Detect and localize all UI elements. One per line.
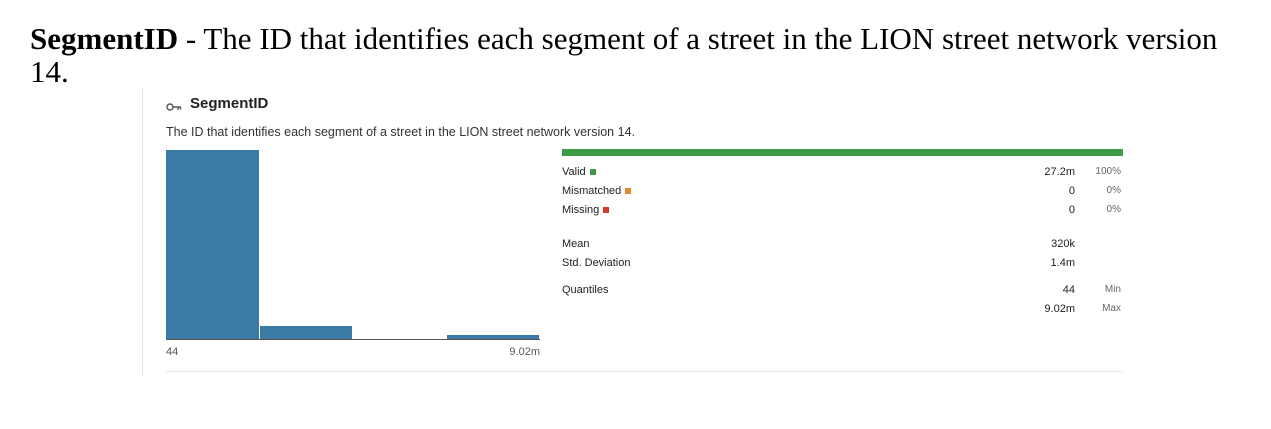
card-left-border [142, 88, 143, 376]
valid-proportion-bar [562, 149, 1123, 156]
quality-count: 0 [1068, 185, 1075, 197]
quality-swatch [625, 188, 632, 194]
quality-swatch [589, 169, 596, 175]
quality-percent: 0% [1106, 185, 1121, 196]
std-row: Std. Deviation 1.4m [562, 257, 1123, 271]
histogram-max-label: 9.02m [509, 346, 540, 358]
quantiles-label: Quantiles [562, 284, 609, 296]
std-label: Std. Deviation [562, 257, 631, 269]
distribution-histogram [166, 150, 540, 340]
quantile-min-label: Min [1104, 284, 1121, 295]
quality-swatch [603, 207, 610, 213]
column-header: SegmentID [166, 95, 268, 112]
mean-label: Mean [562, 238, 590, 250]
quality-label-text: Valid [562, 166, 586, 178]
mean-row: Mean 320k [562, 238, 1123, 252]
quantile-max-value: 9.02m [1044, 303, 1075, 315]
histogram-bar [259, 326, 352, 339]
quality-row-mismatched: Mismatched 0 0% [562, 185, 1123, 199]
quality-percent: 100% [1095, 166, 1121, 177]
quantile-min-row: Quantiles 44 Min [562, 284, 1123, 298]
histogram-axis [166, 339, 540, 340]
quantile-max-row: 9.02m Max [562, 303, 1123, 317]
quality-count: 27.2m [1044, 166, 1075, 178]
quantile-min-value: 44 [1062, 284, 1075, 296]
quality-row-valid: Valid 27.2m 100% [562, 166, 1123, 180]
quality-label: Valid [562, 166, 596, 178]
quantile-max-label: Max [1102, 303, 1121, 314]
quality-label: Mismatched [562, 185, 632, 197]
histogram-bar [166, 150, 259, 339]
heading-term: SegmentID [30, 21, 179, 56]
key-icon [166, 99, 182, 111]
heading-definition: - The ID that identifies each segment of… [30, 21, 1218, 89]
quality-count: 0 [1068, 204, 1075, 216]
column-description: The ID that identifies each segment of a… [166, 125, 635, 139]
std-value: 1.4m [1050, 257, 1075, 269]
quality-label-text: Mismatched [562, 185, 622, 197]
column-name: SegmentID [190, 95, 269, 112]
document-heading: SegmentID - The ID that identifies each … [30, 22, 1255, 88]
histogram-bar [446, 335, 539, 339]
histogram-min-label: 44 [166, 346, 179, 358]
quality-label: Missing [562, 204, 610, 216]
card-bottom-divider [166, 371, 1123, 372]
quality-label-text: Missing [562, 204, 600, 216]
quality-row-missing: Missing 0 0% [562, 204, 1123, 218]
quality-percent: 0% [1106, 204, 1121, 215]
mean-value: 320k [1051, 238, 1075, 250]
column-profile-card: SegmentID The ID that identifies each se… [142, 88, 1132, 378]
